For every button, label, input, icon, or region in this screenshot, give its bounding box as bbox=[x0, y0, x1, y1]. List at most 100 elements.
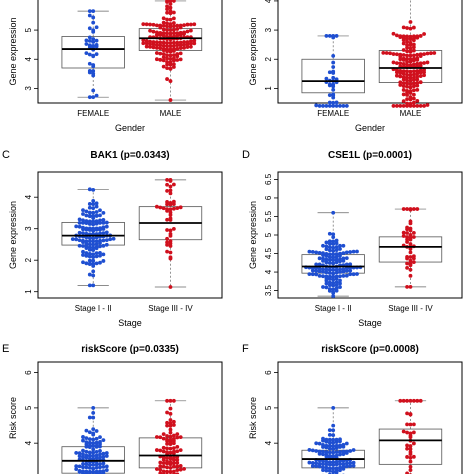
data-point bbox=[161, 64, 166, 69]
data-point bbox=[324, 251, 329, 256]
data-point bbox=[165, 240, 169, 245]
data-point bbox=[324, 450, 329, 454]
y-tick-label: 4.5 bbox=[264, 247, 273, 259]
data-point bbox=[327, 231, 332, 236]
data-point bbox=[334, 252, 339, 256]
data-point bbox=[168, 22, 173, 26]
data-point bbox=[84, 231, 89, 236]
data-point bbox=[408, 450, 413, 454]
data-point bbox=[84, 251, 89, 255]
data-point bbox=[158, 467, 163, 472]
data-point bbox=[94, 25, 99, 30]
data-point bbox=[341, 449, 346, 454]
data-point bbox=[91, 466, 96, 471]
data-point bbox=[77, 220, 82, 225]
data-point bbox=[165, 182, 169, 187]
data-point bbox=[101, 438, 106, 443]
y-tick-label: 6 bbox=[264, 370, 273, 375]
data-point bbox=[87, 258, 92, 263]
data-point bbox=[422, 32, 426, 36]
data-point bbox=[84, 213, 89, 218]
data-point bbox=[331, 252, 336, 257]
y-tick-label: 2 bbox=[264, 56, 273, 61]
data-point bbox=[331, 437, 336, 442]
panel-letter: F bbox=[242, 343, 249, 355]
data-point bbox=[411, 42, 416, 47]
data-point bbox=[408, 242, 413, 246]
data-point bbox=[91, 456, 96, 461]
data-point bbox=[408, 273, 413, 278]
data-point bbox=[418, 74, 423, 79]
data-point bbox=[331, 281, 336, 285]
data-point bbox=[168, 191, 173, 196]
data-point bbox=[331, 428, 336, 433]
data-point bbox=[334, 267, 339, 272]
data-point bbox=[168, 427, 173, 432]
data-point bbox=[158, 40, 163, 45]
data-point bbox=[101, 225, 106, 230]
data-point bbox=[408, 398, 413, 403]
y-axis-label: Risk score bbox=[8, 397, 18, 439]
data-point bbox=[178, 205, 183, 210]
data-point bbox=[165, 469, 169, 474]
data-point bbox=[154, 46, 159, 50]
data-point bbox=[171, 449, 176, 454]
data-point bbox=[91, 239, 96, 244]
data-point bbox=[405, 78, 409, 83]
group-2 bbox=[138, 398, 203, 474]
data-point bbox=[411, 235, 416, 239]
data-point bbox=[91, 415, 96, 420]
data-point bbox=[84, 209, 89, 214]
data-point bbox=[158, 51, 163, 56]
y-tick-label: 4 bbox=[264, 440, 273, 445]
y-tick-label: 2 bbox=[24, 257, 33, 262]
data-point bbox=[344, 441, 349, 446]
data-point bbox=[168, 8, 173, 13]
data-point bbox=[84, 219, 89, 223]
data-point bbox=[161, 449, 166, 454]
data-point bbox=[158, 43, 163, 48]
data-point bbox=[165, 24, 169, 29]
data-point bbox=[91, 441, 96, 446]
data-point bbox=[81, 253, 85, 257]
data-point bbox=[334, 274, 339, 279]
data-point bbox=[98, 440, 102, 444]
data-point bbox=[310, 249, 315, 254]
data-point bbox=[171, 461, 176, 466]
data-point bbox=[154, 204, 159, 209]
data-point bbox=[101, 218, 106, 222]
data-point bbox=[338, 278, 342, 283]
data-point bbox=[341, 243, 346, 248]
y-axis-label: Gene expression bbox=[8, 201, 18, 269]
data-point bbox=[168, 228, 173, 233]
data-point bbox=[408, 455, 413, 460]
group-1 bbox=[61, 9, 125, 100]
data-point bbox=[185, 40, 190, 44]
y-tick-label: 5 bbox=[264, 232, 273, 237]
data-point bbox=[154, 43, 159, 47]
data-point bbox=[307, 460, 312, 465]
data-point bbox=[168, 184, 173, 189]
data-point bbox=[94, 42, 99, 47]
data-point bbox=[405, 53, 409, 58]
data-point bbox=[74, 451, 79, 455]
data-point bbox=[338, 247, 342, 251]
data-point bbox=[334, 238, 339, 243]
y-axis-label: Gene expression bbox=[248, 201, 258, 269]
data-point bbox=[401, 234, 406, 238]
data-point bbox=[408, 431, 413, 436]
data-point bbox=[331, 405, 336, 410]
data-point bbox=[168, 446, 173, 451]
data-point bbox=[338, 281, 342, 286]
data-point bbox=[101, 238, 106, 243]
data-point bbox=[398, 34, 403, 39]
data-point bbox=[327, 252, 332, 257]
y-tick-label: 3.5 bbox=[264, 284, 273, 296]
data-point bbox=[81, 208, 85, 213]
data-point bbox=[327, 280, 332, 285]
data-point bbox=[168, 31, 173, 36]
data-point bbox=[81, 244, 85, 248]
data-point bbox=[94, 242, 99, 247]
data-point bbox=[168, 456, 173, 461]
data-point bbox=[77, 217, 82, 222]
